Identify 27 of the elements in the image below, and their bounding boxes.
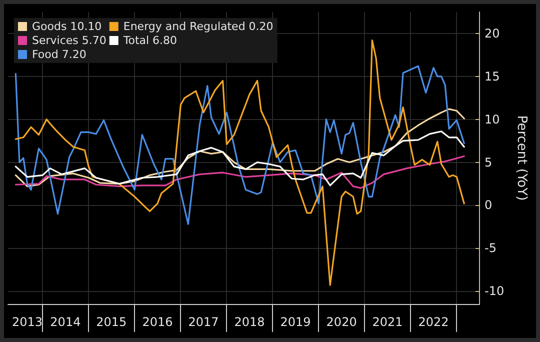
x-tick-label: 2013 <box>12 315 43 329</box>
line-series <box>14 130 465 186</box>
x-tick-label: 2014 <box>50 315 81 329</box>
x-tick-label: 2019 <box>280 315 311 329</box>
legend-label: Energy and Regulated 0.20 <box>123 20 274 33</box>
legend-label: Goods 10.10 <box>32 20 102 33</box>
legend-label: Services 5.70 <box>32 34 106 47</box>
x-tick-label: 2021 <box>372 315 403 329</box>
line-series <box>14 65 465 225</box>
x-tick-label: 2016 <box>142 315 173 329</box>
x-tick-label: 2015 <box>96 315 127 329</box>
y-tick-label: 15 <box>484 69 500 84</box>
y-axis-title: Percent (YoY) <box>514 115 529 201</box>
y-tick-label: -5 <box>484 241 496 256</box>
y-tick-label: 10 <box>484 112 500 126</box>
x-tick-label: 2020 <box>326 315 357 329</box>
legend-label: Total 6.80 <box>122 34 178 47</box>
y-tick-label: 0 <box>484 198 492 212</box>
legend-label: Food 7.20 <box>32 48 86 61</box>
y-tick-label: -10 <box>484 284 504 298</box>
line-series <box>14 155 465 189</box>
x-tick-label: 2018 <box>234 315 265 329</box>
x-tick-label: 2022 <box>418 315 449 329</box>
x-tick-label: 2017 <box>188 315 219 329</box>
line-series <box>14 108 465 188</box>
y-tick-label: 5 <box>484 155 492 170</box>
y-tick-label: 20 <box>484 26 500 40</box>
